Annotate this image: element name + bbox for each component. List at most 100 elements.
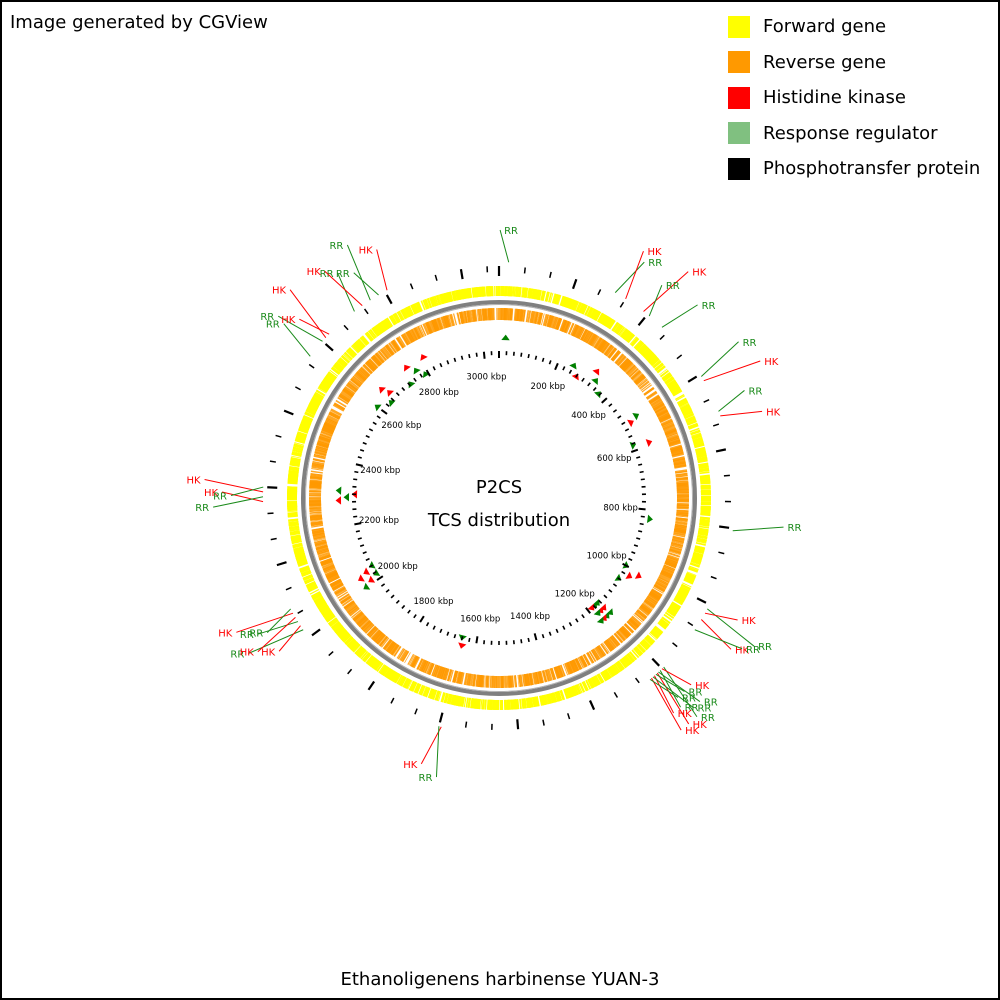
forward-gene: [323, 611, 334, 619]
reverse-gene: [329, 578, 341, 586]
hk-marker: [420, 354, 428, 361]
ruler-tick: [630, 448, 639, 453]
reverse-gene: [676, 488, 689, 492]
forward-gene: [696, 451, 707, 456]
reverse-gene: [427, 662, 435, 675]
reverse-gene: [675, 521, 688, 526]
reverse-gene: [661, 419, 673, 427]
ruler-tick: [527, 353, 530, 359]
reverse-gene: [475, 674, 480, 687]
forward-gene: [382, 319, 391, 329]
reverse-gene: [616, 630, 627, 641]
reverse-gene: [629, 368, 639, 378]
forward-gene: [682, 410, 694, 417]
ruler-tick: [446, 631, 450, 636]
ruler-tick: [581, 377, 585, 382]
reverse-gene: [566, 321, 572, 334]
ruler-tick: [621, 421, 626, 426]
reverse-gene: [538, 671, 542, 684]
legend-swatch-rr: [728, 122, 750, 145]
reverse-gene: [518, 674, 521, 687]
reverse-gene: [632, 372, 643, 381]
reverse-gene: [344, 385, 356, 395]
forward-gene: [697, 530, 709, 536]
forward-gene: [346, 348, 356, 358]
outer-tick: [718, 551, 725, 555]
reverse-gene: [341, 598, 353, 607]
reverse-gene: [668, 549, 681, 555]
reverse-gene: [639, 605, 651, 615]
callout-line: [499, 229, 510, 263]
ruler-tick: [548, 631, 552, 636]
reverse-gene: [660, 418, 673, 426]
reverse-gene: [553, 666, 559, 679]
forward-gene: [484, 699, 487, 710]
ruler-tick: [612, 583, 618, 587]
legend: Forward gene Reverse gene Histidine kina…: [728, 9, 980, 187]
forward-gene: [368, 330, 376, 339]
hk-label: HK: [678, 709, 693, 720]
rr-label: RR: [701, 713, 715, 724]
forward-gene: [546, 292, 550, 302]
reverse-gene: [581, 329, 589, 341]
reverse-gene: [611, 351, 622, 362]
forward-gene: [384, 668, 393, 678]
ruler-tick: [608, 588, 613, 593]
reverse-gene: [385, 640, 394, 652]
outer-tick: [390, 697, 395, 704]
forward-gene: [644, 350, 653, 359]
forward-gene: [421, 300, 426, 311]
reverse-gene: [324, 569, 337, 575]
forward-gene: [290, 460, 301, 464]
forward-gene: [591, 676, 599, 687]
reverse-gene: [378, 635, 388, 646]
ruler-tick: [601, 397, 608, 404]
reverse-gene: [667, 435, 679, 441]
reverse-gene: [452, 670, 457, 683]
reverse-gene: [464, 673, 469, 686]
hk-marker: [368, 575, 376, 583]
reverse-gene: [343, 387, 355, 397]
reverse-gene: [314, 451, 327, 456]
reverse-gene: [311, 527, 324, 531]
reverse-gene: [534, 672, 539, 685]
reverse-gene: [309, 513, 322, 516]
forward-gene: [659, 618, 670, 627]
forward-gene: [630, 337, 640, 347]
forward-gene: [354, 645, 364, 655]
forward-gene: [413, 303, 420, 314]
forward-gene: [290, 457, 301, 462]
forward-gene: [691, 434, 703, 440]
forward-gene: [470, 698, 475, 709]
forward-gene: [356, 647, 365, 656]
forward-gene: [651, 358, 660, 367]
reverse-gene: [610, 635, 620, 647]
reverse-gene: [657, 410, 669, 418]
forward-gene: [358, 338, 366, 347]
forward-gene: [647, 634, 656, 642]
forward-gene: [649, 631, 658, 640]
forward-gene: [652, 359, 661, 368]
forward-gene: [296, 434, 307, 440]
forward-gene: [633, 648, 641, 657]
forward-gene: [611, 664, 619, 674]
reverse-gene: [665, 431, 678, 438]
reverse-gene: [426, 662, 434, 675]
callout-line: [643, 271, 689, 312]
callout-line: [653, 675, 675, 714]
forward-gene: [696, 540, 707, 544]
reverse-gene: [381, 637, 390, 648]
reverse-gene: [638, 379, 649, 388]
ruler-tick: [355, 463, 363, 467]
forward-gene: [634, 647, 642, 655]
forward-gene: [529, 697, 534, 708]
reverse-gene: [346, 604, 358, 614]
reverse-gene: [610, 350, 621, 361]
hk-label: HK: [766, 407, 781, 418]
ruler-tick: [555, 628, 559, 634]
forward-gene: [440, 692, 445, 703]
forward-gene: [287, 510, 298, 513]
forward-gene: [675, 395, 685, 402]
reverse-gene: [663, 425, 676, 432]
reverse-gene: [372, 630, 383, 642]
